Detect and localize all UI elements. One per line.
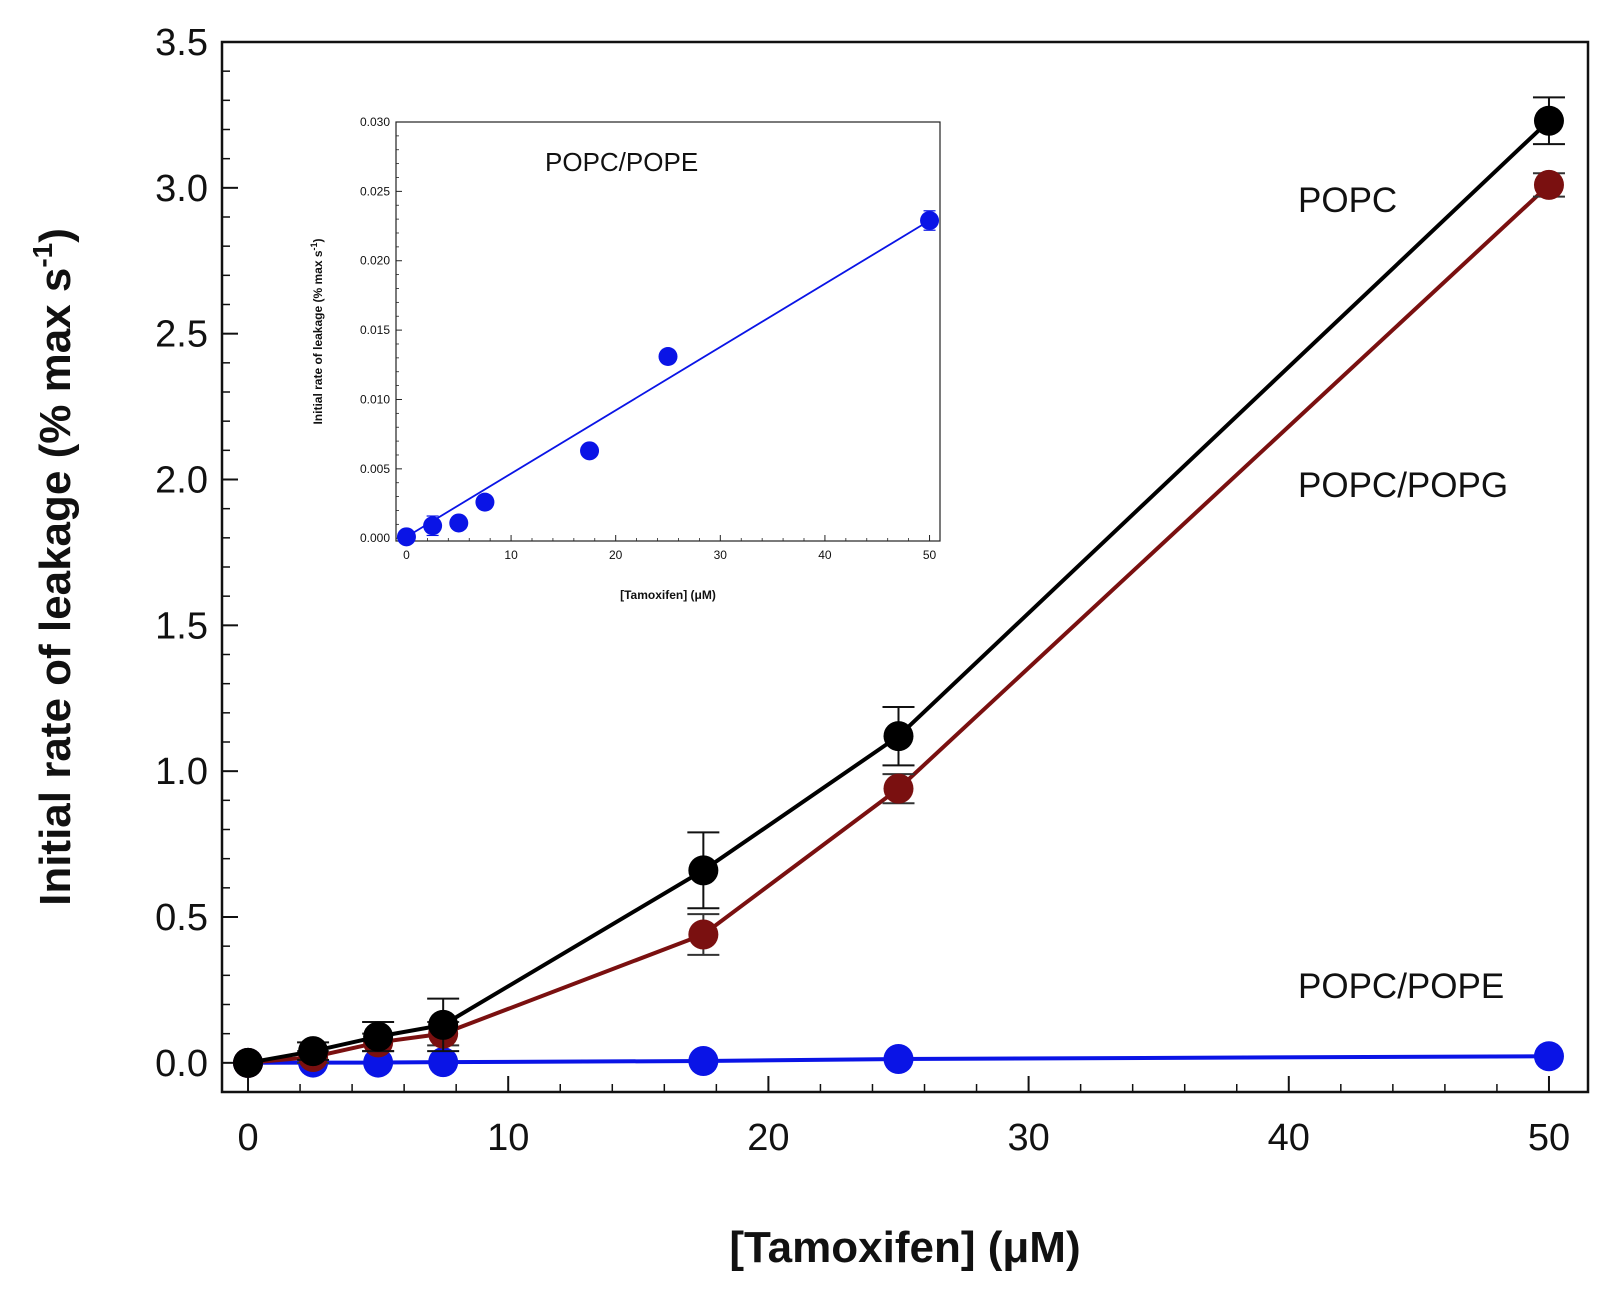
inset-y-axis-title-close: ) (311, 238, 325, 242)
inset-y-tick-label: 0.010 (360, 392, 390, 406)
main-x-tick-label: 40 (1268, 1117, 1310, 1159)
data-point (688, 855, 719, 886)
inset-data-point (580, 441, 600, 461)
inset-y-tick-label: 0.030 (360, 115, 390, 129)
main-y-axis-title-text: Initial rate of leakage (% max s (31, 268, 80, 906)
data-point (883, 721, 914, 752)
inset-y-tick-label: 0.020 (360, 254, 390, 268)
main-y-tick-label: 1.0 (155, 751, 208, 793)
series-label: POPC (1298, 181, 1397, 220)
inset-x-tick-label: 20 (609, 548, 623, 562)
data-point (298, 1036, 329, 1067)
data-point (1533, 105, 1564, 136)
inset-plot-frame (395, 121, 941, 542)
series-popc (233, 96, 1565, 1078)
data-point (428, 1047, 459, 1078)
main-y-tick-label: 2.0 (155, 460, 208, 502)
inset-x-tick-label: 0 (403, 548, 410, 562)
data-point (428, 1009, 459, 1040)
main-plot: 0 10 20 30 40 50 0.0 0.5 1.0 1.5 2.0 2.5 3.0 3.5 [Tamo… (27, 22, 1590, 1272)
data-point (1533, 169, 1564, 200)
inset-data-point (449, 513, 469, 533)
data-point (883, 1044, 914, 1075)
main-x-tick-label: 10 (487, 1117, 529, 1159)
inset-x-axis-title: [Tamoxifen] (μM) (620, 588, 716, 602)
inset-y-tick-label: 0.015 (360, 323, 390, 337)
data-point (233, 1047, 264, 1078)
inset-data-point (396, 527, 416, 547)
main-y-tick-label: 3.0 (155, 168, 208, 210)
main-x-tick-label: 50 (1528, 1117, 1570, 1159)
data-point (883, 773, 914, 804)
data-point (688, 1046, 719, 1077)
series-label: POPC/POPE (1298, 967, 1504, 1006)
main-y-tick-label: 0.5 (155, 897, 208, 939)
inset-data-point (475, 492, 495, 512)
inset-y-axis-title-sup: -1 (309, 242, 319, 250)
inset-y-axis-title-text: Initial rate of leakage (% max s (311, 250, 325, 424)
inset-y-axis-title: Initial rate of leakage (% max s-1) (309, 238, 325, 424)
inset-data-point (423, 516, 443, 536)
inset-data-point (920, 211, 940, 231)
inset-fit-line (405, 219, 931, 538)
inset-y-tick-label: 0.000 (360, 531, 390, 545)
inset-x-tick-label: 50 (923, 548, 937, 562)
series-popc-pope (233, 1041, 1564, 1078)
inset-x-tick-label: 40 (818, 548, 832, 562)
main-x-tick-label: 0 (237, 1117, 258, 1159)
main-y-tick-label: 3.5 (155, 22, 208, 64)
inset-plot: 0 10 20 30 40 50 0.000 0.005 0.010 0.015 0.020 0.02… (309, 115, 941, 602)
data-point (363, 1021, 394, 1052)
inset-title: POPC/POPE (545, 147, 698, 177)
main-x-tick-label: 30 (1007, 1117, 1049, 1159)
data-point (688, 919, 719, 950)
inset-y-tick-label: 0.005 (360, 462, 390, 476)
main-y-tick-label: 1.5 (155, 605, 208, 647)
data-point (1533, 1041, 1564, 1072)
main-y-axis-title-sup: -1 (27, 243, 58, 268)
main-y-tick-label: 2.5 (155, 314, 208, 356)
main-y-axis-title: Initial rate of leakage (% max s-1) (27, 228, 80, 906)
inset-x-tick-label: 10 (504, 548, 518, 562)
inset-data-point (658, 346, 678, 366)
main-y-tick-label: 0.0 (155, 1043, 208, 1085)
main-y-axis-title-close: ) (31, 228, 80, 243)
inset-y-tick-label: 0.025 (360, 184, 390, 198)
main-x-tick-label: 20 (747, 1117, 789, 1159)
series-label: POPC/POPG (1298, 466, 1508, 505)
inset-x-tick-label: 30 (714, 548, 728, 562)
main-x-axis-title: [Tamoxifen] (μM) (729, 1223, 1080, 1272)
